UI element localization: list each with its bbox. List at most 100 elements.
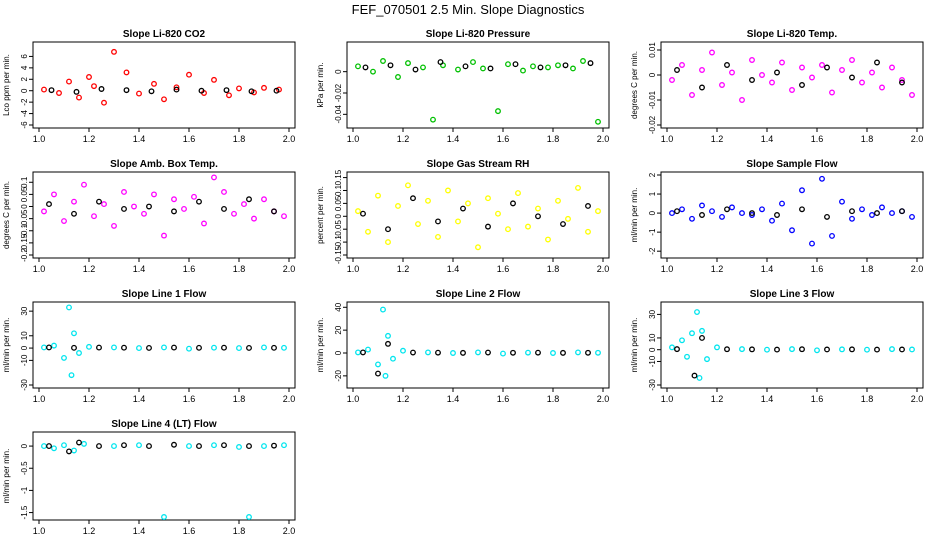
series-1-point <box>236 85 242 92</box>
series-1-point <box>679 337 685 344</box>
y-axis-label: degrees C per min. <box>630 51 639 119</box>
series-1-point <box>136 442 142 449</box>
x-tick-label: 1.6 <box>183 526 196 536</box>
x-tick-label: 2.0 <box>597 134 610 144</box>
x-tick-label: 1.8 <box>861 394 874 404</box>
series-2-point <box>46 443 52 450</box>
x-tick-label: 1.6 <box>811 134 824 144</box>
y-tick-label: -4 <box>20 109 29 117</box>
plot-frame <box>346 41 610 129</box>
series-1-point <box>231 210 237 217</box>
series-1-point <box>729 204 735 211</box>
x-tick-label: 1.6 <box>497 264 510 274</box>
series-1-point <box>829 233 835 239</box>
series-1-point <box>241 201 247 208</box>
series-1-point <box>909 346 915 353</box>
y-tick-label: 0 <box>334 350 343 355</box>
series-2-point <box>221 442 227 449</box>
series-1-point <box>121 189 127 195</box>
series-2-point <box>724 206 730 213</box>
series-1-point <box>51 342 57 349</box>
series-2-point <box>674 346 680 353</box>
panel-title: Slope Line 1 Flow <box>122 289 207 300</box>
series-1-point <box>101 201 107 208</box>
series-2-point <box>171 344 177 351</box>
series-1-point <box>879 204 885 211</box>
series-1-point <box>455 66 461 73</box>
y-tick-label: -2 <box>648 247 657 255</box>
series-1-point <box>236 345 242 352</box>
y-tick-label: 0 <box>20 204 29 209</box>
series-1-point <box>281 213 287 220</box>
series-1-point <box>719 82 725 88</box>
x-tick-label: 1.2 <box>711 394 724 404</box>
y-tick-label: -0.02 <box>334 83 343 102</box>
series-1-point <box>186 345 192 352</box>
series-2-point <box>724 346 730 353</box>
series-1-point <box>480 65 486 72</box>
panel-8: Slope Line 2 Flow 1.0 1.2 1.4 1.6 1.8 2.0 -20 0 2… <box>316 289 610 404</box>
series-1-point <box>829 89 835 96</box>
plot-frame <box>660 171 924 259</box>
series-1-point <box>749 212 755 218</box>
y-tick-label: -0.1 <box>20 223 29 237</box>
y-tick-label: 0 <box>334 69 343 74</box>
series-1-point <box>236 444 242 450</box>
x-tick-label: 1.4 <box>447 394 460 404</box>
y-tick-label: -1.5 <box>20 505 29 519</box>
series-1-point <box>435 233 441 240</box>
y-axis-label: ml/min per min. <box>2 318 11 373</box>
series-1-point <box>86 74 92 80</box>
x-tick-label: 1.8 <box>233 526 246 536</box>
series-1-point <box>211 442 217 449</box>
series-1-point <box>405 60 411 67</box>
series-1-point <box>550 350 556 356</box>
series-1-point <box>595 118 601 125</box>
y-tick-label: 0 <box>334 214 343 219</box>
series-2-point <box>171 208 177 215</box>
series-1-point <box>595 208 601 215</box>
series-2-point <box>724 62 730 68</box>
series-1-point <box>689 215 695 222</box>
series-1-point <box>789 87 795 93</box>
series-1-point <box>355 63 361 70</box>
y-tick-label: 2 <box>648 172 657 177</box>
series-1-point <box>161 344 167 351</box>
y-tick-label: -0.05 <box>334 220 343 239</box>
x-tick-label: 1.4 <box>133 264 146 274</box>
series-1-point <box>380 58 386 64</box>
panel-3: Slope Li-820 Temp. 1.0 1.2 1.4 1.6 1.8 2.0 -0.0… <box>630 29 924 144</box>
series-1-point <box>799 64 805 71</box>
y-tick-label: -0.15 <box>20 233 29 252</box>
series-1-point <box>246 514 252 520</box>
series-1-point <box>669 210 675 217</box>
series-2-point <box>48 87 55 94</box>
series-2-point <box>271 208 277 215</box>
series-2-point <box>246 443 252 450</box>
series-1-point <box>814 347 820 354</box>
y-tick-label: -30 <box>20 379 29 391</box>
series-1-point <box>71 447 77 454</box>
panel-title: Slope Line 4 (LT) Flow <box>111 419 217 430</box>
x-tick-label: 1.0 <box>33 134 46 144</box>
panel-1: Slope Li-820 CO2 1.0 1.2 1.4 1.6 1.8 2.0 -6 -4 -2… <box>2 29 296 144</box>
series-1-point <box>41 344 47 351</box>
series-1-point <box>749 57 755 63</box>
series-1-point <box>689 330 695 337</box>
y-tick-label: 30 <box>20 306 29 315</box>
series-2-point <box>123 87 130 94</box>
x-tick-label: 1.0 <box>33 394 46 404</box>
series-1-point <box>211 344 217 351</box>
x-tick-label: 1.6 <box>811 394 824 404</box>
series-2-point <box>799 346 805 353</box>
x-tick-label: 2.0 <box>283 264 296 274</box>
x-tick-label: 1.8 <box>547 394 560 404</box>
series-1-point <box>71 198 77 205</box>
series-1-point <box>864 346 870 353</box>
series-2-point <box>66 448 72 455</box>
x-tick-label: 1.2 <box>397 134 410 144</box>
y-axis-label: kPa per min. <box>316 63 325 108</box>
y-axis-label: ml/min per min. <box>2 449 11 504</box>
series-2-point <box>360 349 366 356</box>
